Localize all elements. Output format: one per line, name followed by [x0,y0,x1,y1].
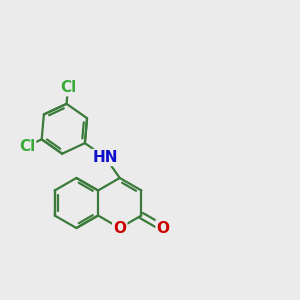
Text: O: O [157,220,169,236]
Text: HN: HN [93,150,118,165]
Text: Cl: Cl [60,80,76,95]
Text: Cl: Cl [19,139,35,154]
Text: O: O [113,220,126,236]
